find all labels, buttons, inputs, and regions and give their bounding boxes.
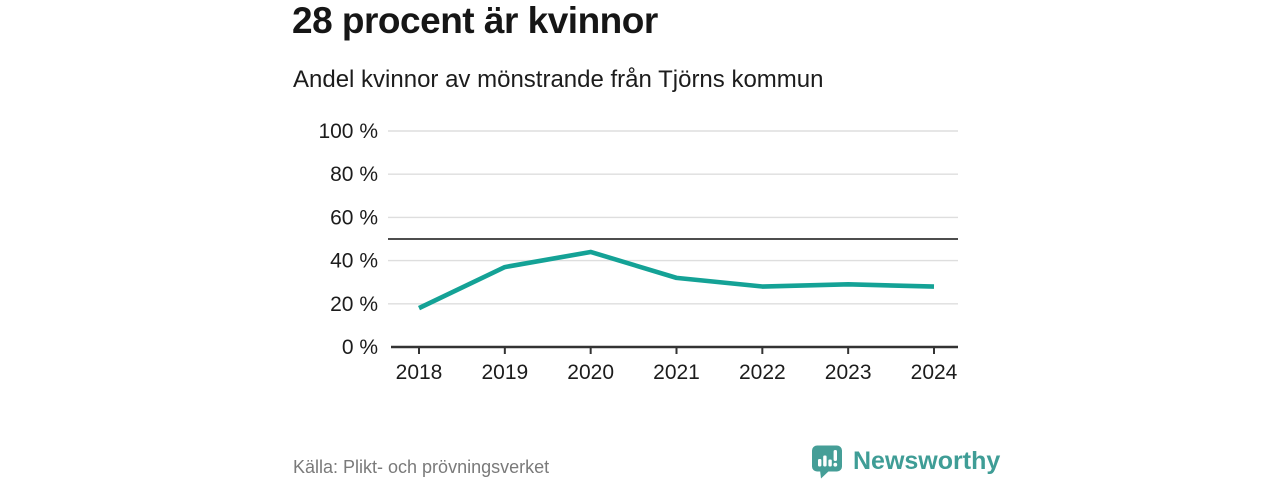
x-tick-label: 2018 (396, 361, 443, 384)
x-tick-label: 2021 (653, 361, 700, 384)
x-tick-label: 2022 (739, 361, 786, 384)
y-tick-label: 0 % (342, 336, 378, 359)
y-tick-label: 100 % (318, 120, 378, 143)
newsworthy-logo-icon (812, 445, 842, 479)
x-tick-label: 2019 (481, 361, 528, 384)
y-tick-label: 20 % (330, 293, 378, 316)
x-tick-label: 2023 (825, 361, 872, 384)
brand-name: Newsworthy (853, 447, 1001, 475)
source-note: Källa: Plikt- och prövningsverket (293, 457, 550, 477)
chart-title: 28 procent är kvinnor (292, 0, 658, 41)
y-tick-label: 60 % (330, 206, 378, 229)
brand-logo: Newsworthy (811, 444, 1000, 479)
x-tick-label: 2024 (911, 361, 958, 384)
data-line (418, 249, 935, 311)
x-tick-label: 2020 (567, 361, 614, 384)
y-tick-label: 80 % (330, 163, 378, 186)
y-tick-label: 40 % (330, 250, 378, 273)
chart-subtitle: Andel kvinnor av mönstrande från Tjörns … (293, 66, 824, 93)
